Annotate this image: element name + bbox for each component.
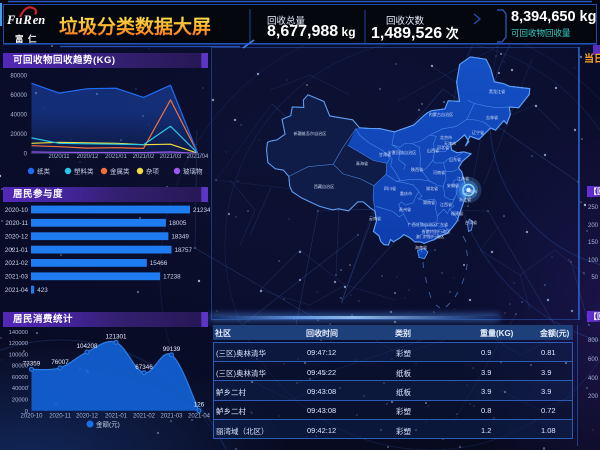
- svg-text:杂项: 杂项: [146, 168, 160, 176]
- svg-text:2021/02: 2021/02: [133, 154, 155, 160]
- svg-text:四川省: 四川省: [384, 185, 396, 191]
- svg-text:2020-10: 2020-10: [20, 414, 43, 420]
- svg-text:广东省: 广东省: [436, 221, 448, 227]
- svg-text:121301: 121301: [105, 333, 127, 340]
- svg-text:2021-03: 2021-03: [5, 274, 29, 281]
- svg-text:0: 0: [25, 409, 28, 415]
- svg-text:2021-01: 2021-01: [5, 247, 29, 254]
- svg-text:0: 0: [24, 152, 28, 158]
- svg-text:40000: 40000: [12, 386, 28, 392]
- svg-text:西藏自治区: 西藏自治区: [314, 183, 334, 189]
- svg-text:80000: 80000: [10, 74, 27, 80]
- svg-text:江西省: 江西省: [440, 201, 452, 207]
- svg-text:40000: 40000: [10, 113, 27, 119]
- svg-text:甘肃省: 甘肃省: [379, 151, 391, 157]
- svg-text:山东省: 山东省: [449, 156, 461, 162]
- svg-text:2020/12: 2020/12: [77, 154, 99, 160]
- svg-text:新疆维吾尔自治区: 新疆维吾尔自治区: [294, 130, 327, 136]
- svg-text:海南省: 海南省: [415, 244, 427, 250]
- svg-text:104208: 104208: [76, 343, 98, 350]
- svg-text:2021-02: 2021-02: [5, 260, 29, 267]
- svg-text:140000: 140000: [9, 330, 28, 336]
- svg-text:120000: 120000: [9, 341, 28, 347]
- svg-text:15466: 15466: [150, 260, 168, 267]
- svg-text:上海市: 上海市: [465, 188, 477, 194]
- svg-text:18005: 18005: [169, 220, 187, 227]
- svg-text:2021/03: 2021/03: [160, 154, 182, 160]
- svg-text:2021-03: 2021-03: [160, 414, 183, 420]
- svg-text:126: 126: [194, 402, 205, 409]
- svg-text:天津市: 天津市: [444, 140, 456, 146]
- svg-text:吉林省: 吉林省: [486, 114, 498, 120]
- svg-text:18757: 18757: [175, 247, 193, 254]
- svg-text:青海省: 青海省: [356, 160, 368, 166]
- svg-text:2021-04: 2021-04: [188, 414, 210, 420]
- svg-text:2021-04: 2021-04: [5, 287, 29, 294]
- svg-text:广西壮族自治区: 广西壮族自治区: [408, 221, 437, 227]
- svg-text:黑龙江省: 黑龙江省: [489, 88, 505, 94]
- svg-text:湖北省: 湖北省: [426, 185, 438, 191]
- svg-text:2020-11: 2020-11: [49, 414, 71, 420]
- svg-text:21234: 21234: [193, 207, 210, 214]
- svg-text:20000: 20000: [12, 398, 28, 404]
- svg-text:云南省: 云南省: [369, 215, 381, 221]
- svg-text:内蒙古自治区: 内蒙古自治区: [429, 111, 454, 117]
- svg-text:安徽省: 安徽省: [447, 182, 459, 188]
- svg-text:湖南省: 湖南省: [423, 199, 435, 205]
- svg-text:2021-01: 2021-01: [105, 414, 128, 420]
- svg-text:江苏省: 江苏省: [457, 175, 469, 181]
- svg-text:2020-12: 2020-12: [76, 414, 99, 420]
- svg-text:陕西省: 陕西省: [411, 166, 423, 172]
- svg-text:河南省: 河南省: [433, 169, 445, 175]
- svg-text:北京市: 北京市: [440, 134, 452, 140]
- svg-text:山西省: 山西省: [427, 147, 439, 153]
- svg-text:99139: 99139: [163, 346, 181, 353]
- svg-text:20000: 20000: [10, 132, 27, 138]
- svg-text:宁夏回族自治区: 宁夏回族自治区: [388, 149, 417, 155]
- svg-text:100000: 100000: [9, 352, 28, 358]
- svg-text:河北省: 河北省: [437, 144, 449, 150]
- svg-text:香港特别行政区: 香港特别行政区: [422, 228, 451, 234]
- svg-text:2020/11: 2020/11: [48, 154, 70, 160]
- svg-text:2021-02: 2021-02: [133, 414, 156, 420]
- svg-text:2020-11: 2020-11: [5, 220, 28, 227]
- svg-text:2020-10: 2020-10: [5, 207, 29, 214]
- svg-text:60000: 60000: [10, 93, 27, 99]
- svg-text:17238: 17238: [163, 274, 181, 281]
- svg-text:60000: 60000: [12, 375, 28, 381]
- svg-text:18349: 18349: [171, 234, 189, 241]
- svg-text:80000: 80000: [12, 364, 28, 370]
- svg-text:金额(元): 金额(元): [96, 420, 120, 429]
- svg-text:纸类: 纸类: [37, 167, 51, 176]
- svg-text:67346: 67346: [135, 364, 153, 371]
- svg-text:浙江省: 浙江省: [459, 196, 471, 202]
- svg-text:423: 423: [37, 287, 48, 294]
- svg-text:金属类: 金属类: [110, 167, 130, 176]
- svg-text:73359: 73359: [23, 360, 41, 367]
- svg-text:福建省: 福建省: [451, 210, 463, 216]
- svg-text:2020-12: 2020-12: [5, 234, 29, 241]
- svg-text:2021/04: 2021/04: [187, 154, 209, 160]
- svg-text:玻璃物: 玻璃物: [183, 167, 203, 176]
- svg-text:塑料类: 塑料类: [74, 167, 94, 176]
- svg-text:辽宁省: 辽宁省: [472, 129, 484, 135]
- svg-text:2021/01: 2021/01: [105, 154, 127, 160]
- svg-text:重庆市: 重庆市: [400, 190, 412, 196]
- svg-text:76007: 76007: [51, 359, 69, 366]
- svg-text:澳门特别行政区: 澳门特别行政区: [416, 233, 445, 239]
- svg-text:台湾省: 台湾省: [465, 219, 477, 225]
- svg-text:贵州省: 贵州省: [399, 206, 411, 212]
